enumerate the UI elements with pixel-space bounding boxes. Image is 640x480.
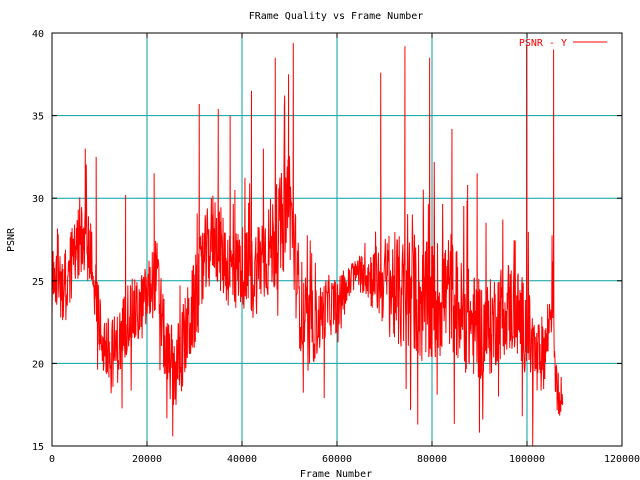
- legend-label: PSNR - Y: [519, 38, 567, 49]
- y-axis-label: PSNR: [6, 227, 17, 252]
- series-layer: [51, 42, 564, 447]
- y-tick-label: 35: [32, 112, 44, 123]
- y-tick-label: 30: [32, 194, 44, 205]
- tick-labels: 0 20000 40000 60000 80000 100000 120000 15 20 25 3…: [32, 29, 640, 465]
- x-tick-label: 40000: [227, 454, 257, 465]
- x-tick-label: 80000: [417, 454, 447, 465]
- axis-ticks: [51, 32, 623, 447]
- x-tick-label: 0: [49, 454, 55, 465]
- x-tick-label: 100000: [509, 454, 545, 465]
- y-tick-label: 20: [32, 359, 44, 370]
- x-tick-label: 120000: [604, 454, 640, 465]
- y-tick-label: 40: [32, 29, 44, 40]
- legend: PSNR - Y: [519, 38, 607, 49]
- x-tick-label: 60000: [322, 454, 352, 465]
- x-axis-label: Frame Number: [300, 469, 372, 480]
- y-tick-label: 15: [32, 442, 44, 453]
- chart-title: FRame Quality vs Frame Number: [249, 11, 424, 22]
- y-tick-label: 25: [32, 277, 44, 288]
- psnr-y-series-line: [51, 42, 564, 447]
- x-tick-label: 20000: [132, 454, 162, 465]
